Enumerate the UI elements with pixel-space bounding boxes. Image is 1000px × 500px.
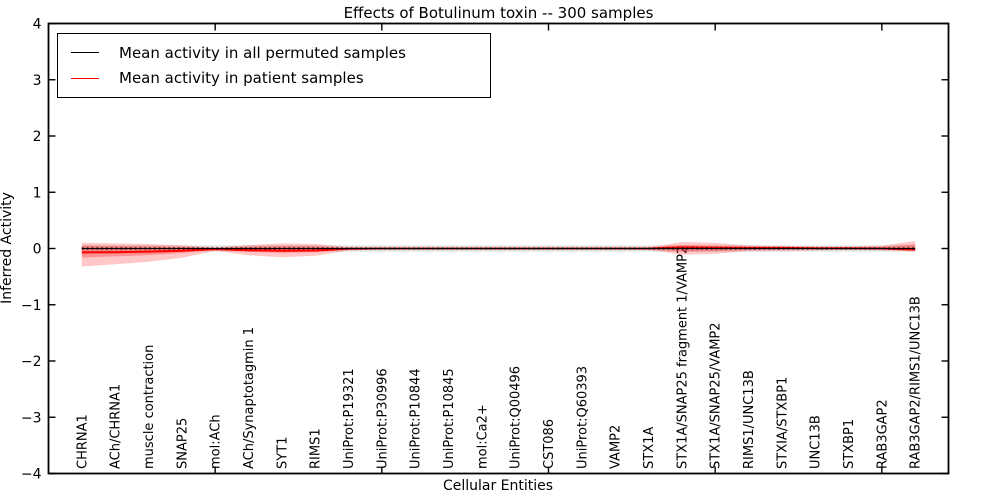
category-label: SNAP25 <box>175 418 190 469</box>
category-label: ACh/CHRNA1 <box>109 384 124 469</box>
category-label: UniProt:P30996 <box>375 368 390 469</box>
category-label: STX1A <box>642 427 657 469</box>
y-tick-label: 3 <box>33 73 42 89</box>
category-label: mol:ACh <box>209 414 224 469</box>
category-label: RIMS1 <box>309 428 324 469</box>
category-label: VAMP2 <box>609 425 624 469</box>
legend-label-permuted: Mean activity in all permuted samples <box>119 43 406 62</box>
category-label: CHRNA1 <box>75 414 90 469</box>
legend-entry-patient: Mean activity in patient samples <box>71 69 490 87</box>
category-label: RAB3GAP2 <box>875 399 890 469</box>
x-axis-title: Cellular Entities <box>442 478 554 494</box>
category-label: STXBP1 <box>842 419 857 469</box>
legend: Mean activity in all permuted samples Me… <box>57 33 491 98</box>
permuted-line-swatch-icon <box>71 52 99 54</box>
y-tick-label: −3 <box>21 410 42 426</box>
legend-label-patient: Mean activity in patient samples <box>119 69 364 88</box>
category-label: UniProt:P10844 <box>409 368 424 469</box>
y-tick-label: −2 <box>21 354 42 370</box>
y-tick-label: 4 <box>33 17 42 33</box>
category-label: mol:Ca2+ <box>475 404 490 469</box>
patient-outer-band <box>81 240 916 267</box>
category-label: CST086 <box>542 419 557 469</box>
y-tick-label: 1 <box>33 185 42 201</box>
category-label: UniProt:P10845 <box>442 368 457 469</box>
y-tick-label: 2 <box>33 129 42 145</box>
patient-line-swatch-icon <box>71 77 99 79</box>
y-tick-label: −1 <box>21 298 42 314</box>
category-label: STX1A/SNAP25 fragment 1/VAMP2 <box>675 246 690 469</box>
category-label: STXIA/STXBP1 <box>775 377 790 469</box>
category-label: UniProt:Q60393 <box>575 366 590 469</box>
category-label: STX1A/SNAP25/VAMP2 <box>709 322 724 469</box>
category-label: UNC13B <box>809 415 824 469</box>
y-tick-label: −4 <box>21 467 42 483</box>
chart-title: Effects of Botulinum toxin -- 300 sample… <box>343 4 654 22</box>
category-label: UniProt:P19321 <box>342 368 357 469</box>
y-tick-label: 0 <box>33 242 42 258</box>
y-axis-title: Inferred Activity <box>0 192 15 304</box>
category-label: UniProt:Q00496 <box>509 366 524 469</box>
category-label: ACh/Synaptotagmin 1 <box>242 327 257 469</box>
category-label: RIMS1/UNC13B <box>742 370 757 469</box>
category-label: SYT1 <box>275 437 290 469</box>
category-label: RAB3GAP2/RIMS1/UNC13B <box>909 296 924 469</box>
category-label: muscle contraction <box>142 345 157 469</box>
legend-entry-permuted: Mean activity in all permuted samples <box>71 44 490 62</box>
